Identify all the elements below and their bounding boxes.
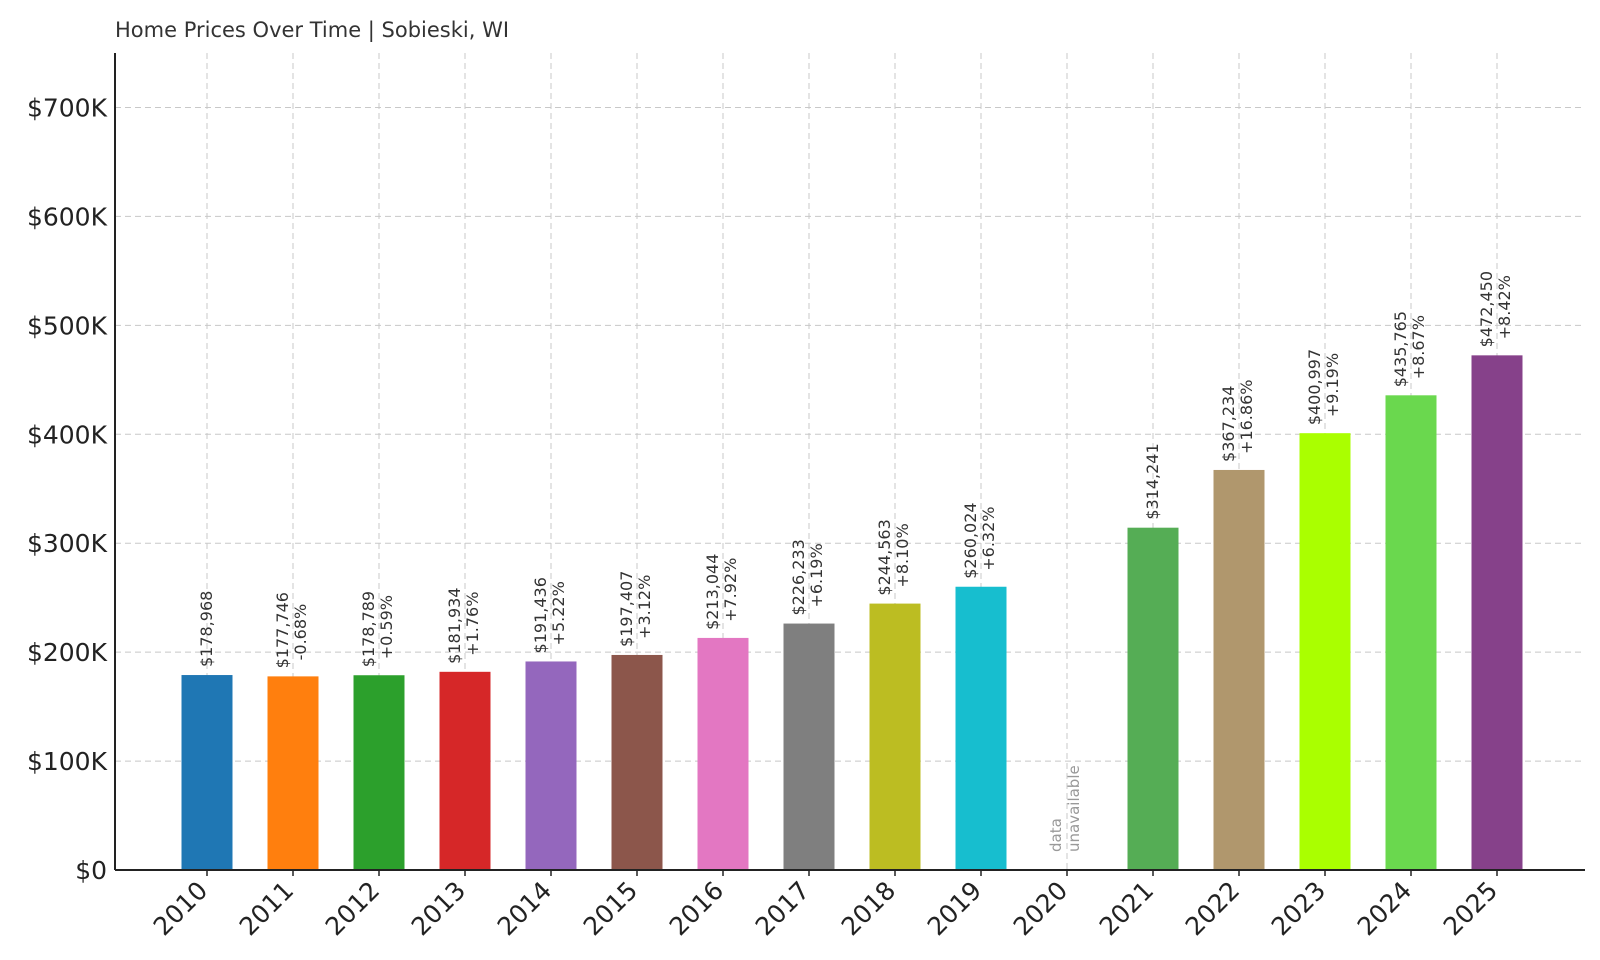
value-label-2018: $244,563: [875, 519, 894, 595]
x-tick-label-2011: 2011: [234, 876, 299, 941]
value-label-2021: $314,241: [1143, 443, 1162, 519]
data-unavailable-label: data: [1047, 818, 1065, 852]
x-tick-label-2018: 2018: [836, 876, 901, 941]
x-tick-label-2016: 2016: [664, 876, 729, 941]
change-label-2017: +6.19%: [807, 543, 826, 607]
y-tick-label: $300K: [27, 529, 108, 558]
x-tick-label-2012: 2012: [320, 876, 385, 941]
y-tick-label: $400K: [27, 420, 108, 449]
change-label-2015: +3.12%: [635, 575, 654, 639]
bar-2024: [1385, 395, 1437, 870]
x-tick-label-2022: 2022: [1180, 876, 1245, 941]
y-tick-label: $700K: [27, 93, 108, 122]
bar-2018: [869, 603, 921, 870]
y-tick-label: $100K: [27, 747, 108, 776]
bar-2017: [783, 623, 835, 870]
bar-2022: [1213, 469, 1265, 870]
x-tick-label-2019: 2019: [922, 876, 987, 941]
change-label-2012: +0.59%: [377, 595, 396, 659]
chart-title: Home Prices Over Time | Sobieski, WI: [115, 18, 510, 42]
data-unavailable-label: unavailable: [1065, 765, 1083, 852]
value-label-2011: $177,746: [273, 592, 292, 668]
x-tick-label-2024: 2024: [1352, 876, 1417, 941]
bar-2011: [267, 676, 319, 870]
bar-2025: [1471, 355, 1523, 870]
x-tick-label-2020: 2020: [1008, 876, 1073, 941]
bar-2023: [1299, 433, 1351, 870]
change-label-2023: +9.19%: [1323, 353, 1342, 417]
change-label-2011: -0.68%: [291, 604, 310, 661]
value-label-2019: $260,024: [961, 502, 980, 578]
y-tick-label: $0: [75, 856, 107, 885]
value-label-2010: $178,968: [197, 591, 216, 667]
x-tick-label-2021: 2021: [1094, 876, 1159, 941]
bar-2013: [439, 671, 491, 870]
change-label-2013: +1.76%: [463, 592, 482, 656]
bar-2015: [611, 654, 663, 870]
x-tick-label-2023: 2023: [1266, 876, 1331, 941]
x-tick-label-2017: 2017: [750, 876, 815, 941]
bar-2016: [697, 637, 749, 870]
value-label-2016: $213,044: [703, 554, 722, 630]
change-label-2019: +6.32%: [979, 507, 998, 571]
bar-2012: [353, 675, 405, 870]
change-label-2022: +16.86%: [1237, 380, 1256, 454]
value-label-2013: $181,934: [445, 587, 464, 663]
y-tick-label: $200K: [27, 638, 108, 667]
x-tick-label-2014: 2014: [492, 876, 557, 941]
x-tick-label-2013: 2013: [406, 876, 471, 941]
value-label-2015: $197,407: [617, 571, 636, 647]
value-label-2014: $191,436: [531, 577, 550, 653]
value-label-2017: $226,233: [789, 539, 808, 615]
change-label-2025: +8.42%: [1495, 275, 1514, 339]
value-label-2012: $178,789: [359, 591, 378, 667]
x-tick-label-2015: 2015: [578, 876, 643, 941]
change-label-2018: +8.10%: [893, 523, 912, 587]
bar-2019: [955, 586, 1007, 870]
value-label-2022: $367,234: [1219, 386, 1238, 462]
bar-2014: [525, 661, 577, 870]
value-label-2025: $472,450: [1477, 271, 1496, 347]
bar-2010: [181, 675, 233, 870]
change-label-2024: +8.67%: [1409, 315, 1428, 379]
x-tick-label-2025: 2025: [1438, 876, 1503, 941]
change-label-2014: +5.22%: [549, 581, 568, 645]
x-tick-label-2010: 2010: [148, 876, 213, 941]
value-label-2023: $400,997: [1305, 349, 1324, 425]
change-label-2016: +7.92%: [721, 558, 740, 622]
bar-2021: [1127, 527, 1179, 870]
y-tick-label: $600K: [27, 202, 108, 231]
value-label-2024: $435,765: [1391, 311, 1410, 387]
y-tick-label: $500K: [27, 311, 108, 340]
